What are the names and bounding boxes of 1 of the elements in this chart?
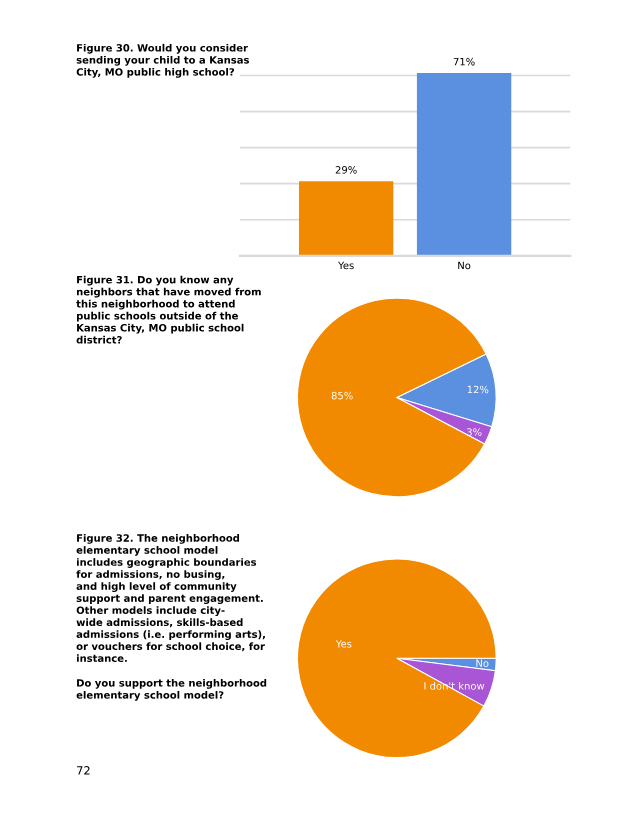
pie-slice: [296, 558, 497, 759]
